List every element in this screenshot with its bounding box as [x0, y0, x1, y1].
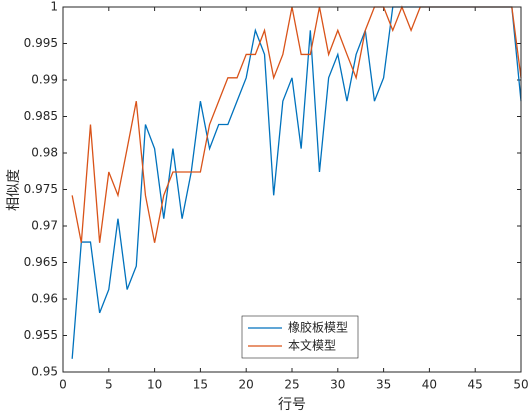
legend-label: 橡胶板模型	[288, 320, 348, 335]
y-tick-label: 0.955	[24, 328, 58, 342]
y-tick-label: 0.995	[24, 36, 58, 50]
y-tick-label: 0.975	[24, 182, 58, 196]
x-tick-label: 0	[59, 378, 67, 392]
x-tick-label: 50	[513, 378, 528, 392]
legend-box	[241, 315, 359, 359]
y-axis-label: 相似度	[6, 169, 22, 211]
y-tick-label: 0.99	[31, 73, 58, 87]
y-tick-label: 0.965	[24, 255, 58, 269]
x-tick-label: 25	[284, 378, 299, 392]
y-tick-label: 0.96	[31, 292, 58, 306]
x-tick-label: 35	[376, 378, 391, 392]
x-tick-label: 20	[239, 378, 254, 392]
x-axis-label: 行号	[278, 397, 306, 413]
y-tick-label: 1	[50, 0, 58, 14]
y-tick-label: 0.97	[31, 219, 58, 233]
y-tick-label: 0.985	[24, 109, 58, 123]
x-tick-label: 15	[193, 378, 208, 392]
y-tick-label: 0.95	[31, 365, 58, 379]
x-tick-label: 5	[105, 378, 113, 392]
x-tick-label: 45	[468, 378, 483, 392]
plot-frame	[62, 6, 522, 373]
x-tick-label: 10	[147, 378, 162, 392]
legend-label: 本文模型	[288, 338, 336, 353]
x-tick-label: 30	[330, 378, 345, 392]
y-tick-label: 0.98	[31, 146, 58, 160]
x-tick-label: 40	[422, 378, 437, 392]
